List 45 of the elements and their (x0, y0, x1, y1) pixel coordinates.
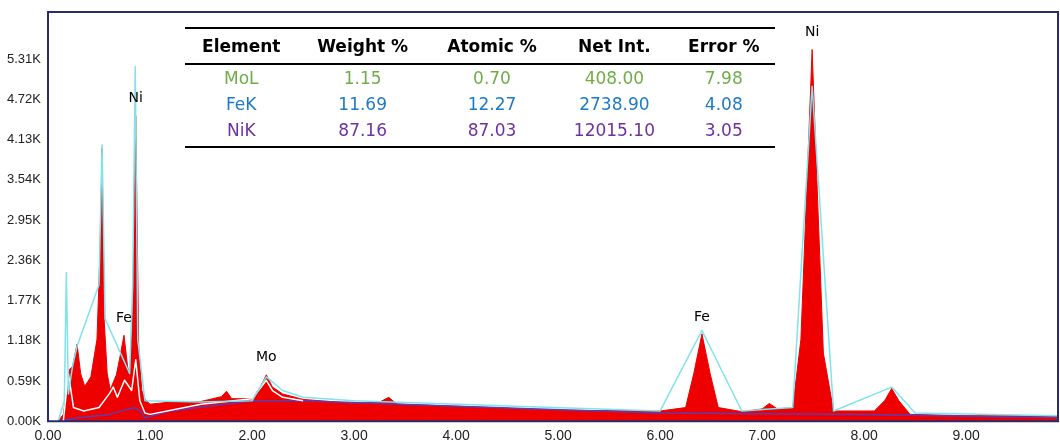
annotation: Element (185, 28, 298, 64)
annotation: Fe (694, 307, 710, 324)
x-tick-label: 3.00 (340, 427, 368, 444)
x-tick-label: 4.00 (442, 427, 470, 444)
annotation: Atomic % (427, 28, 557, 64)
annotation: 12015.10 (556, 117, 673, 147)
annotation: NiK (185, 117, 298, 147)
x-tick-label: 6.00 (646, 427, 674, 444)
x-tick-label: 7.00 (748, 427, 776, 444)
y-tick-label: 4.72K (7, 90, 42, 106)
x-tick-label: 2.00 (238, 427, 266, 444)
annotation: FeK (225, 93, 258, 116)
annotation: 4.08 (703, 93, 744, 116)
annotation: Weight % (297, 28, 428, 64)
y-tick-label: 2.95K (7, 211, 42, 227)
y-tick-label: 0.00K (7, 412, 42, 428)
annotation: Net Int. (556, 28, 673, 64)
x-tick-label: 1.00 (136, 427, 164, 444)
annotation: 0.70 (472, 67, 512, 90)
annotation: 3.05 (672, 117, 775, 147)
y-tick-label: 1.18K (7, 332, 42, 348)
annotation: Mo (256, 348, 277, 365)
y-tick-label: 1.77K (7, 292, 42, 308)
x-tick-label: 9.00 (952, 427, 981, 444)
y-tick-label: 4.13K (7, 131, 42, 147)
annotation: 12.27 (466, 93, 518, 116)
annotation: 1.15 (342, 67, 383, 90)
y-tick-label: 5.31K (7, 50, 42, 66)
annotation: 87.03 (427, 117, 557, 147)
annotation: Error % (672, 28, 775, 64)
annotation: 11.69 (337, 93, 388, 116)
x-tick-label: 5.00 (544, 427, 572, 444)
annotation: 87.16 (297, 117, 428, 147)
y-tick-label: 0.59K (7, 372, 42, 388)
annotation: 7.98 (703, 67, 744, 90)
x-tick-label: 8.00 (850, 427, 878, 444)
annotation: 2738.90 (578, 93, 651, 116)
y-tick-label: 2.36K (7, 251, 42, 267)
annotation: Fe (116, 308, 132, 325)
annotation: MoL (222, 67, 260, 90)
annotation: 408.00 (583, 67, 646, 90)
annotation: Ni (128, 89, 143, 106)
y-tick-label: 3.54K (7, 171, 42, 187)
x-tick-label: 0.00 (34, 427, 62, 444)
annotation: Ni (804, 23, 820, 40)
